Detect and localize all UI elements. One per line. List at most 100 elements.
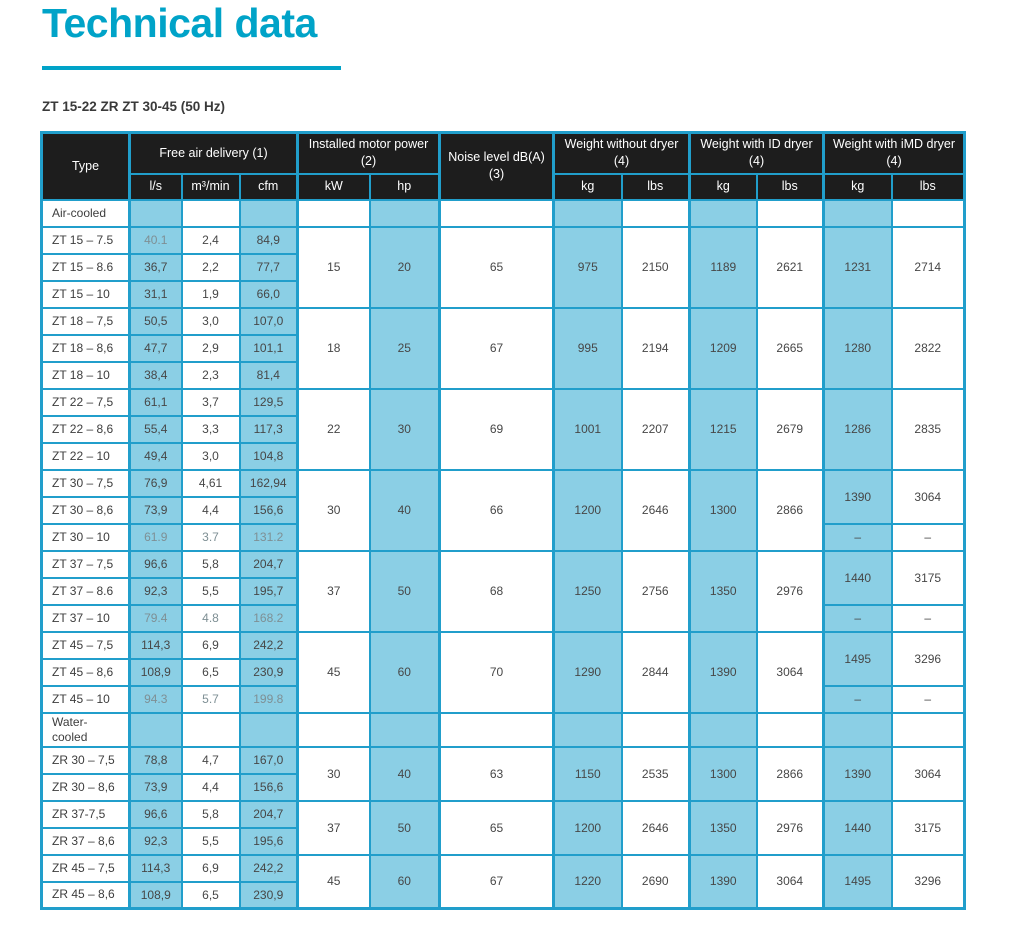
value-cell: 92,3 [128, 826, 183, 856]
value-cell: 1150 [552, 745, 623, 802]
value-cell: 114,3 [128, 630, 183, 660]
value-cell: 66 [438, 468, 555, 552]
value-cell: 1300 [688, 745, 758, 802]
type-cell: ZT 45 – 10 [40, 684, 131, 714]
value-cell: 67 [438, 853, 555, 910]
value-cell: 975 [552, 225, 623, 309]
value-cell: 6,9 [180, 853, 241, 883]
value-cell: 60 [368, 853, 441, 910]
type-cell: ZR 37 – 8,6 [40, 826, 131, 856]
value-cell: 20 [368, 225, 441, 309]
header-cell: lbs [620, 172, 691, 201]
value-cell [688, 711, 758, 748]
value-cell: 2,9 [180, 333, 241, 363]
type-cell: ZT 45 – 7,5 [40, 630, 131, 660]
value-cell: 5,8 [180, 549, 241, 579]
value-cell [620, 198, 691, 228]
value-cell [368, 711, 441, 748]
header-cell: Installed motor power (2) [295, 131, 441, 175]
type-cell: ZT 30 – 8,6 [40, 495, 131, 525]
value-cell: 2,4 [180, 225, 241, 255]
value-cell: 114,3 [128, 853, 183, 883]
value-cell: 104,8 [238, 441, 299, 471]
value-cell: 2690 [620, 853, 691, 910]
value-cell: 1350 [688, 799, 758, 856]
value-cell: 40 [368, 745, 441, 802]
value-cell: 60 [368, 630, 441, 714]
value-cell: 195,6 [238, 826, 299, 856]
value-cell: – [890, 684, 966, 714]
value-cell: 3.7 [180, 522, 241, 552]
value-cell: 1390 [822, 468, 893, 525]
value-cell: 101,1 [238, 333, 299, 363]
value-cell: 84,9 [238, 225, 299, 255]
value-cell: 1300 [688, 468, 758, 552]
value-cell: 1286 [822, 387, 893, 471]
value-cell [180, 711, 241, 748]
value-cell: 1220 [552, 853, 623, 910]
value-cell: 2822 [890, 306, 966, 390]
value-cell: 1440 [822, 549, 893, 606]
table-subtitle: ZT 15-22 ZR ZT 30-45 (50 Hz) [42, 99, 226, 115]
value-cell: 63 [438, 745, 555, 802]
value-cell: 50,5 [128, 306, 183, 336]
header-cell: Free air delivery (1) [128, 131, 299, 175]
value-cell: 1200 [552, 799, 623, 856]
value-cell: 77,7 [238, 252, 299, 282]
value-cell: 70 [438, 630, 555, 714]
value-cell: 67 [438, 306, 555, 390]
value-cell: 2207 [620, 387, 691, 471]
value-cell: 1495 [822, 853, 893, 910]
value-cell: 1215 [688, 387, 758, 471]
value-cell: 25 [368, 306, 441, 390]
value-cell: 4,4 [180, 772, 241, 802]
value-cell: 65 [438, 799, 555, 856]
value-cell: 1440 [822, 799, 893, 856]
value-cell: 2835 [890, 387, 966, 471]
value-cell: 1290 [552, 630, 623, 714]
value-cell [238, 198, 299, 228]
value-cell: – [822, 603, 893, 633]
value-cell: 49,4 [128, 441, 183, 471]
value-cell: 31,1 [128, 279, 183, 309]
value-cell [822, 198, 893, 228]
value-cell: 107,0 [238, 306, 299, 336]
value-cell: 2756 [620, 549, 691, 633]
value-cell [890, 198, 966, 228]
value-cell: 3,0 [180, 306, 241, 336]
value-cell: 3175 [890, 799, 966, 856]
value-cell: 79.4 [128, 603, 183, 633]
value-cell: 5.7 [180, 684, 241, 714]
header-cell: kg [688, 172, 758, 201]
value-cell: 4,4 [180, 495, 241, 525]
value-cell: 61.9 [128, 522, 183, 552]
page-title: Technical data [42, 0, 317, 46]
type-cell: ZT 30 – 10 [40, 522, 131, 552]
value-cell: 3175 [890, 549, 966, 606]
value-cell: 45 [296, 853, 371, 910]
value-cell: 37 [296, 549, 371, 633]
header-cell: Weight without dryer (4) [552, 131, 691, 175]
type-cell: ZT 37 – 7,5 [40, 549, 131, 579]
value-cell: 15 [296, 225, 371, 309]
value-cell: 156,6 [238, 772, 299, 802]
value-cell: 96,6 [128, 799, 183, 829]
value-cell: 167,0 [238, 745, 299, 775]
technical-data-table: Type Free air delivery (1) Installed motor… [40, 131, 967, 911]
value-cell: 4,61 [180, 468, 241, 498]
value-cell: 2866 [755, 745, 825, 802]
type-cell: ZT 30 – 7,5 [40, 468, 131, 498]
value-cell: 1,9 [180, 279, 241, 309]
value-cell: 66,0 [238, 279, 299, 309]
value-cell [688, 198, 758, 228]
value-cell [296, 198, 371, 228]
value-cell: 94.3 [128, 684, 183, 714]
value-cell: 2,3 [180, 360, 241, 390]
value-cell: 2535 [620, 745, 691, 802]
value-cell: 40.1 [128, 225, 183, 255]
value-cell: 30 [368, 387, 441, 471]
type-cell: ZR 37-7,5 [40, 799, 131, 829]
value-cell: 73,9 [128, 772, 183, 802]
value-cell: 3,7 [180, 387, 241, 417]
header-cell: lbs [890, 172, 966, 201]
